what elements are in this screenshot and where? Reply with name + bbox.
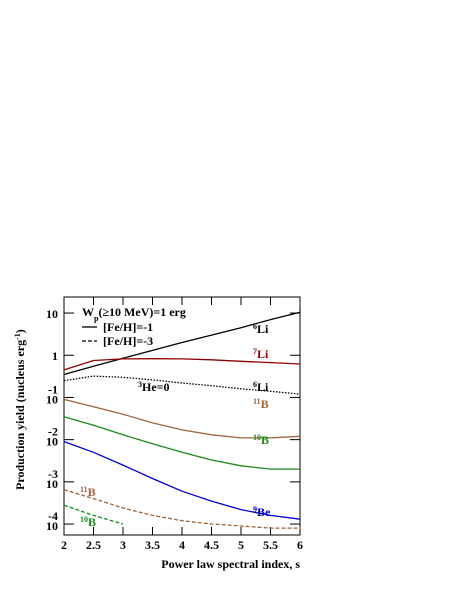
- x-tick-label: 5: [238, 538, 244, 552]
- y-tick-label: 10: [46, 435, 58, 449]
- series-label: 7Li: [253, 347, 269, 362]
- series-label-part: 9: [253, 505, 257, 514]
- series-label-part: 10: [80, 515, 88, 524]
- series-label: 10B: [80, 515, 96, 530]
- y-tick-label: 10: [46, 477, 58, 491]
- series-line: [63, 440, 301, 520]
- series-label: 11B: [80, 485, 96, 500]
- x-tick-label: 4: [179, 538, 185, 552]
- legend-title: Wp(≥10 MeV)=1 erg: [82, 305, 186, 323]
- legend-label: [Fe/H]=-1: [103, 320, 153, 334]
- y-tick-exponent: -2: [48, 425, 58, 439]
- x-tick-label: 5.5: [263, 538, 278, 552]
- x-tick-label: 3.5: [145, 538, 160, 552]
- legend-title-part: p: [94, 314, 99, 323]
- series-line: [63, 398, 301, 439]
- series-label-part: Li: [257, 380, 269, 394]
- x-tick-label: 6: [297, 538, 303, 552]
- y-tick-exponent: -3: [48, 467, 58, 481]
- series-label-part: 6: [253, 380, 257, 389]
- series-line: [63, 416, 300, 470]
- series-label: 11B: [253, 397, 269, 412]
- y-axis-title-part: -1: [13, 333, 22, 340]
- series-label-part: Li: [257, 322, 269, 336]
- series-line: [63, 358, 301, 371]
- annotation-part: He=0: [142, 380, 170, 394]
- series-label-part: Be: [257, 505, 271, 519]
- series-line: [63, 489, 300, 529]
- series-label-part: 11: [80, 485, 88, 494]
- x-tick-label: 2: [61, 538, 67, 552]
- y-axis-title-part: ): [13, 329, 27, 333]
- legend-label: [Fe/H]=-3: [103, 334, 153, 348]
- y-tick-exponent: -4: [48, 509, 58, 523]
- series-label-part: 10: [253, 433, 261, 442]
- y-axis-title-part: Production yield (nucleus erg: [13, 340, 27, 490]
- y-axis-title: Production yield (nucleus erg-1): [13, 329, 28, 490]
- series-label: 6Li: [253, 380, 269, 395]
- x-tick-label: 2.5: [86, 538, 101, 552]
- y-tick-label: 1: [52, 349, 58, 363]
- series-label-part: B: [261, 433, 269, 447]
- series-line: [63, 311, 301, 376]
- series-label: 6Li: [253, 322, 269, 337]
- series-label: 9Be: [253, 505, 271, 520]
- series-label-part: Li: [257, 347, 269, 361]
- series-label-part: B: [88, 485, 96, 499]
- y-tick-label: 10: [46, 392, 58, 406]
- series-label-part: B: [88, 515, 96, 529]
- series-label-part: B: [261, 397, 269, 411]
- y-tick-label: 10: [46, 519, 58, 533]
- series-label-part: 7: [253, 347, 257, 356]
- legend-title-part: W: [82, 305, 94, 319]
- series-label: 10B: [253, 433, 269, 448]
- series-line: [63, 375, 301, 395]
- y-tick-exponent: -1: [48, 382, 58, 396]
- x-tick-label: 4.5: [204, 538, 219, 552]
- series-line: [63, 504, 124, 525]
- annotation: 3He=0: [138, 380, 170, 395]
- y-tick-label: 10: [46, 307, 58, 321]
- legend-title-part: (≥10 MeV)=1 erg: [98, 305, 185, 319]
- series-label-part: 6: [253, 322, 257, 331]
- x-tick-label: 3: [120, 538, 126, 552]
- series-label-part: 11: [253, 397, 261, 406]
- x-axis-title: Power law spectral index, s: [161, 557, 300, 571]
- annotation-part: 3: [138, 380, 142, 389]
